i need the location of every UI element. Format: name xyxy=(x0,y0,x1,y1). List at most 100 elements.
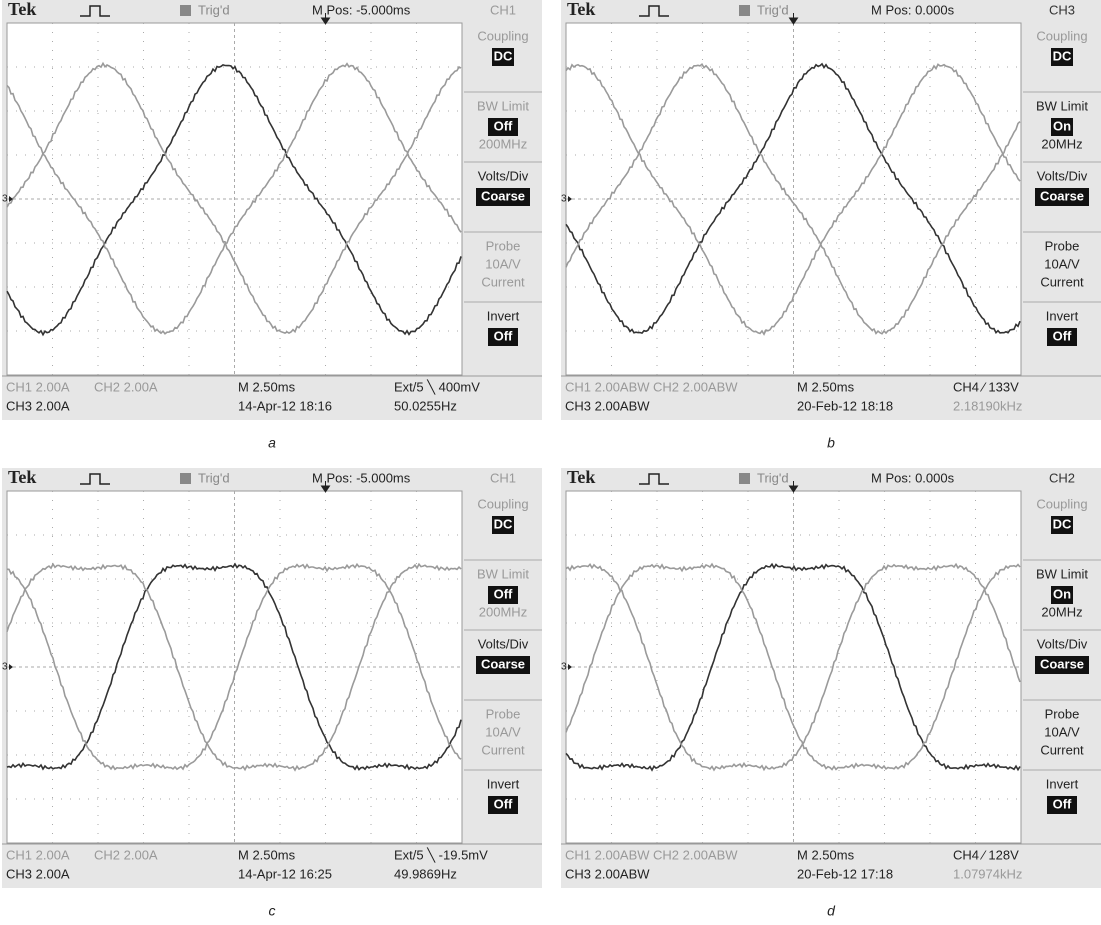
menu-label: Volts/Div xyxy=(1037,168,1088,183)
caption: d xyxy=(827,903,836,919)
status-text: M 2.50ms xyxy=(238,847,296,862)
ground-marker: 3 xyxy=(561,662,567,673)
position: M Pos: 0.000s xyxy=(871,2,955,17)
status-text: 1.07974kHz xyxy=(953,866,1022,881)
menu-label: Invert xyxy=(487,308,520,323)
status-text: 50.0255Hz xyxy=(394,398,457,413)
menu-label: BW Limit xyxy=(477,566,529,581)
menu-value: Off xyxy=(1053,328,1072,343)
menu-note: 200MHz xyxy=(479,136,527,151)
menu-note: Current xyxy=(1040,742,1084,757)
menu-value: DC xyxy=(494,516,513,531)
status-text: M 2.50ms xyxy=(797,847,855,862)
status-text: CH4 ⁄ 128V xyxy=(953,847,1019,862)
menu-value: Coarse xyxy=(481,656,525,671)
menu-value: Off xyxy=(1053,796,1072,811)
status-text: CH4 ⁄ 133V xyxy=(953,379,1019,394)
menu-value: Off xyxy=(494,586,513,601)
status-text: CH2 2.00A xyxy=(94,379,158,394)
menu-label: Probe xyxy=(1045,238,1080,253)
status-text: CH3 2.00A xyxy=(6,398,70,413)
trig-icon xyxy=(180,5,191,16)
menu-value: Coarse xyxy=(1040,188,1084,203)
menu-note: 10A/V xyxy=(485,724,521,739)
trigger-status: Trig'd xyxy=(198,470,230,485)
menu-value: Coarse xyxy=(481,188,525,203)
channel: CH2 xyxy=(1049,470,1075,485)
menu-value: Coarse xyxy=(1040,656,1084,671)
figure: Tek Trig'd M Pos: -5.000ms CH1 3 Coupling DC BW… xyxy=(0,0,1101,920)
status-text: CH1 2.00A xyxy=(6,379,70,394)
trigger-status: Trig'd xyxy=(198,2,230,17)
status-text: 20-Feb-12 17:18 xyxy=(797,866,893,881)
trigger-status: Trig'd xyxy=(757,470,789,485)
status-text: CH1 2.00ABW xyxy=(565,847,650,862)
menu-label: Coupling xyxy=(477,28,528,43)
status-text: M 2.50ms xyxy=(797,379,855,394)
brand: Tek xyxy=(8,467,36,487)
status-text: 2.18190kHz xyxy=(953,398,1022,413)
menu-label: Invert xyxy=(487,776,520,791)
menu-label: Probe xyxy=(486,706,521,721)
status-text: CH2 2.00A xyxy=(94,847,158,862)
menu-value: DC xyxy=(1053,516,1072,531)
status-text: Ext/5 ╲ -19.5mV xyxy=(394,846,488,863)
menu-note: Current xyxy=(481,274,525,289)
menu-label: Volts/Div xyxy=(478,636,529,651)
menu-value: Off xyxy=(494,118,513,133)
caption: c xyxy=(269,903,276,919)
menu-note: 20MHz xyxy=(1041,136,1082,151)
status-text: 49.9869Hz xyxy=(394,866,457,881)
brand: Tek xyxy=(567,0,595,19)
menu-label: Coupling xyxy=(477,496,528,511)
status-text: CH2 2.00ABW xyxy=(653,847,738,862)
trigger-status: Trig'd xyxy=(757,2,789,17)
menu-value: Off xyxy=(494,328,513,343)
caption: a xyxy=(268,435,276,451)
status-text: CH1 2.00A xyxy=(6,847,70,862)
channel: CH1 xyxy=(490,470,516,485)
menu-value: On xyxy=(1053,586,1071,601)
ground-marker: 3 xyxy=(2,662,8,673)
menu-label: Volts/Div xyxy=(1037,636,1088,651)
menu-label: Probe xyxy=(486,238,521,253)
menu-label: Invert xyxy=(1046,776,1079,791)
status-text: CH3 2.00ABW xyxy=(565,398,650,413)
menu-value: Off xyxy=(494,796,513,811)
menu-note: 10A/V xyxy=(485,256,521,271)
trig-icon xyxy=(739,473,750,484)
menu-label: Volts/Div xyxy=(478,168,529,183)
trig-icon xyxy=(180,473,191,484)
menu-label: BW Limit xyxy=(477,98,529,113)
scope-panel: Tek Trig'd M Pos: -5.000ms CH1 3 Coupling DC BW… xyxy=(2,467,542,919)
menu-label: Invert xyxy=(1046,308,1079,323)
menu-value: DC xyxy=(1053,48,1072,63)
status-text: Ext/5 ╲ 400mV xyxy=(394,378,480,395)
menu-note: 10A/V xyxy=(1044,256,1080,271)
status-text: 14-Apr-12 18:16 xyxy=(238,398,332,413)
menu-label: Coupling xyxy=(1036,28,1087,43)
ground-marker: 3 xyxy=(561,194,567,205)
menu-label: BW Limit xyxy=(1036,98,1088,113)
status-text: CH1 2.00ABW xyxy=(565,379,650,394)
position: M Pos: -5.000ms xyxy=(312,2,411,17)
position: M Pos: -5.000ms xyxy=(312,470,411,485)
menu-note: Current xyxy=(1040,274,1084,289)
position: M Pos: 0.000s xyxy=(871,470,955,485)
menu-note: 200MHz xyxy=(479,604,527,619)
menu-label: Probe xyxy=(1045,706,1080,721)
ground-marker: 3 xyxy=(2,194,8,205)
menu-value: DC xyxy=(494,48,513,63)
scope-panel: TekTrig'dM Pos: 0.000sCH23CouplingDCBW L… xyxy=(561,467,1101,919)
menu-value: On xyxy=(1053,118,1071,133)
caption: b xyxy=(827,435,835,451)
menu-note: 10A/V xyxy=(1044,724,1080,739)
status-text: 20-Feb-12 18:18 xyxy=(797,398,893,413)
status-text: M 2.50ms xyxy=(238,379,296,394)
status-text: CH2 2.00ABW xyxy=(653,379,738,394)
brand: Tek xyxy=(8,0,36,19)
menu-note: 20MHz xyxy=(1041,604,1082,619)
menu-label: BW Limit xyxy=(1036,566,1088,581)
